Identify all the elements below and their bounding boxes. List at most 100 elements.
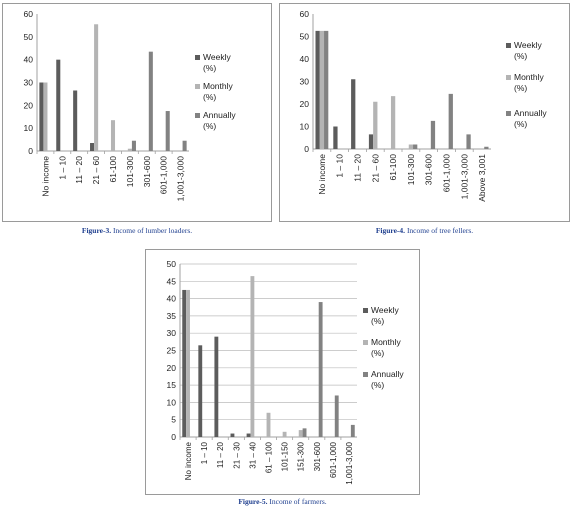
legend-label-annually: Annually	[514, 108, 547, 118]
bar-weekly	[351, 79, 356, 149]
bar-monthly	[282, 431, 287, 437]
legend-label-annually: Annually	[203, 110, 236, 120]
x-category-label: No income	[184, 441, 193, 480]
tree-fellers-chart: 0 10 20 30 40 50 60 No income 1 – 10 11 – 20 21 – …	[300, 9, 548, 202]
figure-4-label: Figure-4.	[375, 226, 406, 235]
legend-label-weekly: (%)	[203, 63, 216, 73]
x-category-label: 21 – 60	[370, 154, 380, 183]
y-tick-label: 40	[167, 294, 177, 304]
legend-label-annually: Annually	[371, 369, 404, 379]
bar-weekly	[368, 134, 374, 149]
x-category-label: 21 – 30	[232, 441, 241, 468]
x-category-label: 301-600	[142, 156, 152, 187]
legend-swatch-weekly	[363, 308, 368, 313]
y-tick-label: 10	[300, 122, 310, 132]
bar-weekly	[214, 336, 219, 437]
bar-weekly	[333, 126, 338, 149]
legend-label-monthly: Monthly	[371, 337, 402, 347]
legend-label-monthly: (%)	[371, 348, 384, 358]
legend-label-weekly: (%)	[371, 316, 384, 326]
bar-weekly	[90, 143, 95, 151]
bar-weekly	[246, 433, 251, 437]
bar-annually	[131, 140, 136, 151]
bar-monthly	[266, 412, 271, 437]
x-category-label: 11 – 20	[216, 441, 225, 468]
x-category-label: 301-600	[424, 154, 434, 185]
y-tick-label: 45	[167, 276, 177, 286]
legend-label-monthly: (%)	[203, 92, 216, 102]
y-tick-label: 30	[300, 77, 310, 87]
bar-annually	[148, 51, 153, 151]
bar-monthly	[408, 144, 414, 149]
bar-annually	[302, 428, 307, 437]
figure-5-label: Figure-5.	[238, 497, 268, 506]
bar-monthly	[94, 24, 99, 151]
x-category-label: 61-100	[108, 156, 118, 183]
x-category-label: 21 – 60	[91, 156, 101, 185]
y-tick-label: 40	[300, 54, 310, 64]
chart-panel-1: 0 10 20 30 40 50 60 No income 1 – 10 11 – 20 21 – …	[2, 3, 272, 222]
x-category-label: 31 – 40	[248, 441, 257, 468]
bar-annually	[165, 111, 170, 151]
y-tick-label: 25	[167, 346, 177, 356]
legend-label-annually: (%)	[371, 380, 384, 390]
bar-weekly	[39, 82, 44, 151]
y-tick-label: 10	[24, 123, 34, 133]
legend-swatch-annually	[506, 111, 511, 116]
legend-swatch-weekly	[195, 55, 200, 60]
legend-swatch-weekly	[506, 43, 511, 48]
bar-annually	[484, 146, 489, 149]
x-category-label: Above 3,001	[477, 154, 487, 202]
y-tick-label: 60	[24, 9, 34, 19]
bar-monthly	[43, 82, 48, 151]
legend-label-weekly: Weekly	[203, 52, 231, 62]
y-tick-label: 30	[167, 328, 177, 338]
x-category-label: 61-100	[388, 154, 398, 181]
bar-annually	[350, 424, 355, 437]
x-category-label: 101-300	[406, 154, 416, 185]
bar-weekly	[230, 433, 235, 437]
x-category-label: 1,001-3,000	[345, 441, 354, 484]
bar-annually	[182, 140, 187, 151]
bar-weekly	[198, 345, 203, 437]
bar-monthly	[298, 430, 303, 437]
x-category-label: 151-300	[297, 441, 306, 471]
x-category-label: 1 – 10	[57, 156, 67, 180]
legend-swatch-annually	[195, 113, 200, 118]
y-tick-label: 40	[24, 55, 34, 65]
legend-label-weekly: Weekly	[514, 40, 542, 50]
legend-swatch-annually	[363, 372, 368, 377]
x-category-label: 1 – 10	[200, 441, 209, 464]
y-tick-label: 15	[167, 380, 177, 390]
y-tick-label: 20	[300, 99, 310, 109]
legend-swatch-monthly	[363, 340, 368, 345]
x-category-label: 1,001-3,000	[176, 156, 186, 202]
y-tick-label: 0	[304, 144, 309, 154]
bar-annually	[466, 134, 471, 149]
x-category-label: 11 – 20	[353, 154, 363, 182]
figure-3-label: Figure-3.	[81, 226, 112, 235]
legend-label-monthly: Monthly	[514, 72, 545, 82]
figure-3-text: Income of lumber loaders.	[112, 226, 193, 235]
bar-weekly	[56, 59, 61, 151]
y-tick-label: 10	[167, 397, 177, 407]
chart-panel-2: 0 10 20 30 40 50 60 No income 1 – 10 11 – 20 21 – …	[279, 3, 570, 222]
legend-label-weekly: Weekly	[371, 305, 399, 315]
x-category-label: 301-600	[313, 441, 322, 471]
chart-panel-3: 0 5 10 15 20 25 30 35 40 45 50 No income 1 – 10 11 – …	[145, 249, 420, 495]
y-tick-label: 5	[171, 415, 176, 425]
bar-monthly	[186, 289, 190, 437]
y-tick-label: 35	[167, 311, 177, 321]
legend-label-monthly: Monthly	[203, 81, 234, 91]
lumber-loaders-chart: 0 10 20 30 40 50 60 No income 1 – 10 11 – 20 21 – …	[24, 9, 237, 202]
figure-4-caption: Figure-4. Income of tree fellers.	[279, 226, 570, 235]
bar-monthly	[319, 30, 325, 149]
bar-monthly	[373, 101, 378, 149]
x-category-label: 11 – 20	[74, 156, 84, 184]
figure-5-caption: Figure-5. Income of farmers.	[145, 497, 420, 506]
legend-swatch-monthly	[195, 84, 200, 89]
figure-4-text: Income of tree fellers.	[406, 226, 474, 235]
bar-annually	[413, 144, 418, 149]
bar-monthly	[250, 276, 255, 437]
bar-monthly	[127, 148, 132, 151]
